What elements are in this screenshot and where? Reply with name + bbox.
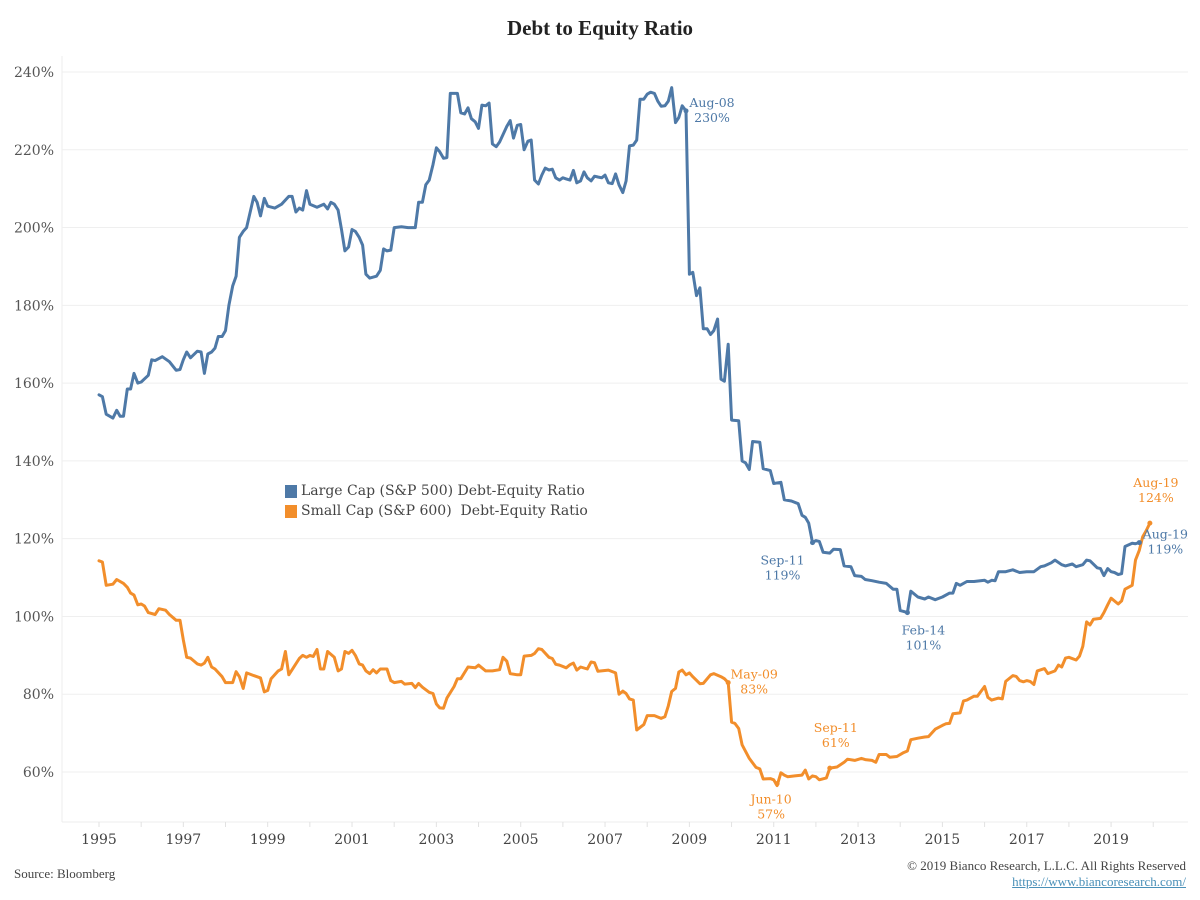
x-axis-ticks: 1995 1997 1999 2001 2003 2005 2007 2009 2011 2013…	[81, 822, 1154, 848]
x-tick-label: 2009	[672, 832, 708, 848]
x-tick-label: 1997	[166, 832, 202, 848]
gridlines	[61, 56, 1188, 823]
annotation-marker	[725, 680, 731, 686]
legend-swatch-large-cap	[285, 484, 297, 498]
annotation-label: 119%	[765, 568, 801, 583]
x-tick-label: 2019	[1093, 832, 1129, 848]
annotation-marker	[904, 610, 910, 616]
series-line-large-cap[interactable]	[97, 86, 1141, 615]
y-tick-label: 120%	[14, 532, 54, 548]
legend-label-small-cap: Small Cap (S&P 600) Debt-Equity Ratio	[301, 503, 588, 519]
x-tick-label: 2003	[419, 832, 455, 848]
y-tick-label: 200%	[14, 221, 54, 237]
y-tick-label: 100%	[14, 609, 54, 625]
x-tick-label: 1999	[250, 832, 286, 848]
copyright-block: © 2019 Bianco Research, L.L.C. All Right…	[907, 858, 1186, 890]
website-link[interactable]: https://www.biancoresearch.com/	[1012, 874, 1186, 889]
annotation-label: 230%	[694, 110, 730, 125]
x-tick-label: 1995	[81, 832, 117, 848]
series-line-small-cap[interactable]	[97, 521, 1152, 788]
annotation-label: Aug-19	[1142, 527, 1188, 542]
annotation-marker	[1136, 540, 1142, 546]
y-tick-label: 60%	[23, 765, 54, 781]
x-tick-label: 2015	[925, 832, 961, 848]
x-tick-label: 2013	[840, 832, 876, 848]
annotation-label: Sep-11	[760, 553, 804, 568]
annotation-label: 124%	[1138, 490, 1174, 505]
annotation-marker	[1147, 520, 1153, 526]
legend-item-large-cap[interactable]: Large Cap (S&P 500) Debt-Equity Ratio	[285, 481, 588, 501]
legend-swatch-small-cap	[285, 504, 297, 518]
x-tick-label: 2001	[334, 832, 370, 848]
annotation-label: Feb-14	[902, 623, 946, 638]
y-tick-label: 140%	[14, 454, 54, 470]
copyright-text: © 2019 Bianco Research, L.L.C. All Right…	[907, 858, 1186, 873]
y-tick-label: 160%	[14, 376, 54, 392]
x-tick-label: 2007	[587, 832, 623, 848]
annotation-label: Aug-19	[1132, 475, 1178, 490]
annotation-marker	[683, 108, 689, 114]
x-tick-label: 2011	[756, 832, 792, 848]
series-lines	[97, 86, 1152, 788]
x-tick-label: 2017	[1009, 832, 1045, 848]
annotation-label: 61%	[822, 735, 850, 750]
annotation-label: Aug-08	[688, 95, 734, 110]
y-tick-label: 180%	[14, 298, 54, 314]
annotation-label: 83%	[740, 682, 768, 697]
annotation-marker	[827, 765, 833, 771]
chart-title: Debt to Equity Ratio	[506, 16, 694, 40]
annotation-label: 119%	[1147, 542, 1183, 557]
x-tick-label: 2005	[503, 832, 539, 848]
y-tick-label: 240%	[14, 65, 54, 81]
annotation-label: 57%	[757, 807, 785, 822]
annotation-label: 101%	[906, 638, 942, 653]
legend-item-small-cap[interactable]: Small Cap (S&P 600) Debt-Equity Ratio	[285, 501, 588, 521]
legend-label-large-cap: Large Cap (S&P 500) Debt-Equity Ratio	[301, 483, 585, 499]
source-note: Source: Bloomberg	[14, 866, 116, 881]
annotation-marker	[810, 540, 816, 546]
annotation-label: May-09	[730, 667, 777, 682]
annotation-marker	[774, 781, 780, 787]
y-tick-label: 220%	[14, 143, 54, 159]
annotations: Aug-08230%Sep-11119%Feb-14101%Aug-19119%…	[683, 95, 1188, 822]
y-axis-ticks: 60% 80% 100% 120% 140% 160% 180% 200% 220% 240%	[14, 65, 54, 781]
annotation-label: Sep-11	[814, 720, 858, 735]
y-tick-label: 80%	[23, 687, 54, 703]
legend: Large Cap (S&P 500) Debt-Equity Ratio Sm…	[285, 481, 588, 521]
annotation-label: Jun-10	[748, 792, 791, 807]
